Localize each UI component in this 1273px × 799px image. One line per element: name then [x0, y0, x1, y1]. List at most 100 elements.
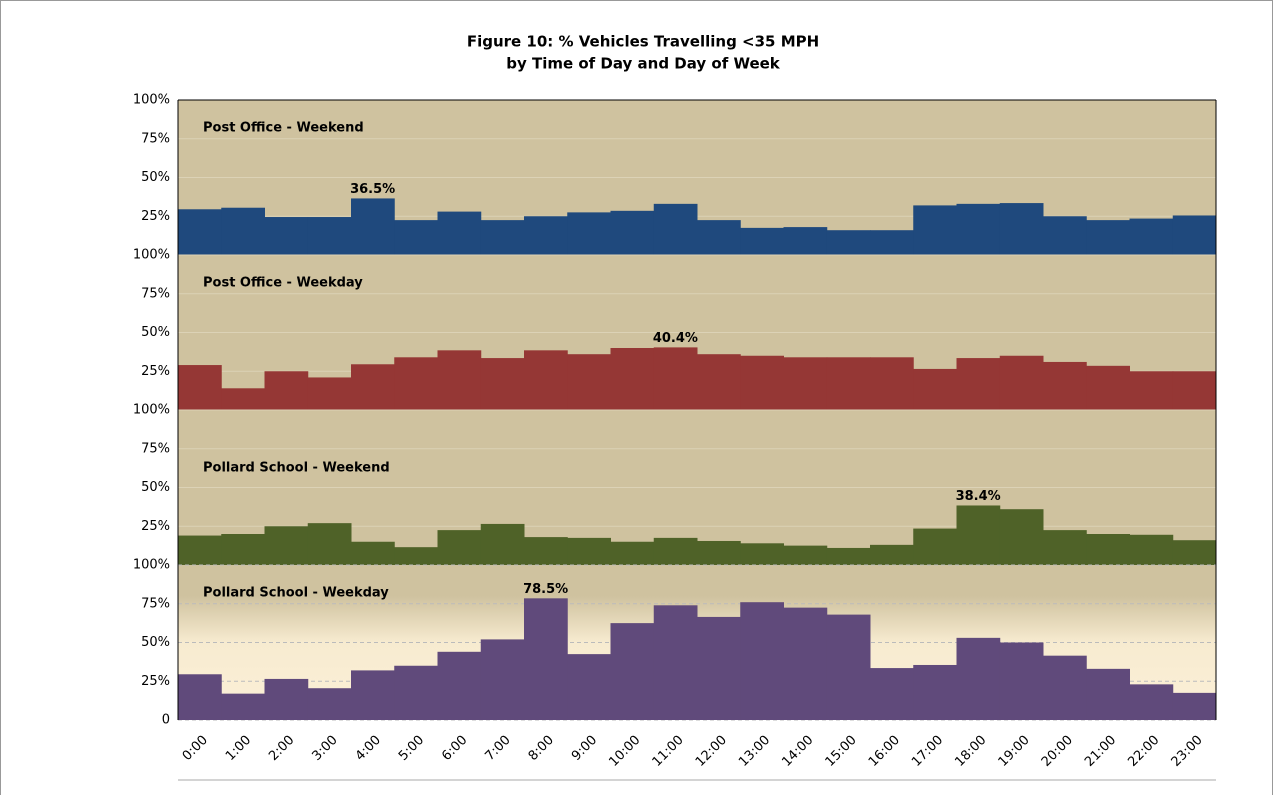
bar	[956, 505, 1001, 565]
bar	[221, 207, 265, 255]
y-tick-label: 100%	[133, 403, 170, 418]
bar	[1086, 220, 1130, 255]
panel-label: Pollard School - Weekend	[203, 461, 390, 476]
bar	[1172, 692, 1217, 720]
x-tick-label: 19:00	[996, 733, 1033, 770]
bar	[1043, 361, 1087, 410]
bar	[1129, 218, 1174, 255]
bar	[610, 623, 655, 720]
value-label: 36.5%	[350, 182, 395, 197]
bar	[307, 377, 352, 410]
bar	[567, 654, 611, 720]
bar	[1129, 534, 1174, 565]
x-tick-label: 2:00	[266, 733, 297, 764]
bar	[567, 537, 611, 565]
bar	[826, 614, 871, 720]
bar	[480, 639, 525, 720]
y-tick-label: 100%	[133, 248, 170, 263]
y-tick-label: 50%	[141, 325, 170, 340]
bar	[740, 602, 784, 720]
bar	[1043, 530, 1087, 565]
y-tick-label: 75%	[141, 596, 170, 611]
bar	[783, 545, 828, 565]
bar	[264, 526, 309, 565]
bar	[870, 544, 914, 565]
bar	[956, 637, 1001, 720]
chart-title: Figure 10: % Vehicles Travelling <35 MPH	[467, 33, 819, 51]
bar	[221, 534, 265, 565]
y-tick-label: 50%	[141, 635, 170, 650]
bar	[480, 220, 525, 255]
y-tick-label: 100%	[133, 93, 170, 108]
bar	[351, 198, 395, 255]
bar	[740, 355, 784, 410]
bar	[826, 230, 871, 255]
chart-subtitle: by Time of Day and Day of Week	[506, 55, 781, 73]
panel-label: Post Office - Weekend	[203, 121, 364, 136]
bar	[653, 347, 698, 410]
bar	[307, 523, 352, 565]
bar	[437, 211, 482, 255]
bar	[307, 217, 352, 255]
y-tick-label: 25%	[141, 674, 170, 689]
bar	[913, 528, 957, 565]
bar	[524, 537, 568, 565]
bar	[394, 547, 438, 565]
bar	[999, 642, 1044, 720]
bar	[653, 605, 698, 720]
bar	[610, 210, 655, 255]
x-tick-label: 8:00	[526, 733, 557, 764]
bar	[1172, 371, 1217, 410]
bar	[351, 364, 395, 410]
x-tick-label: 3:00	[309, 733, 340, 764]
bar	[178, 535, 222, 565]
bar	[913, 368, 957, 410]
bar	[783, 227, 828, 255]
bar	[567, 212, 611, 255]
bar	[178, 365, 222, 410]
y-tick-label: 50%	[141, 480, 170, 495]
bar	[1086, 365, 1130, 410]
bar	[697, 220, 741, 255]
value-label: 38.4%	[956, 489, 1001, 504]
y-tick-label: 50%	[141, 170, 170, 185]
x-tick-label: 13:00	[736, 733, 773, 770]
bar	[740, 227, 784, 255]
bar	[870, 357, 914, 410]
x-tick-label: 10:00	[606, 733, 643, 770]
bar	[480, 358, 525, 410]
bar	[264, 678, 309, 720]
bar	[351, 541, 395, 565]
panel-label: Post Office - Weekday	[203, 276, 363, 291]
bar	[1043, 216, 1087, 255]
bar	[913, 205, 957, 255]
bar	[826, 547, 871, 565]
y-tick-label: 25%	[141, 519, 170, 534]
y-tick-label: 100%	[133, 558, 170, 573]
x-tick-label: 4:00	[353, 733, 384, 764]
bar	[999, 509, 1044, 565]
bar	[783, 357, 828, 410]
bar	[1129, 371, 1174, 410]
bar	[740, 543, 784, 565]
x-tick-label: 1:00	[223, 733, 254, 764]
bar	[697, 616, 741, 720]
bar	[264, 371, 309, 410]
bar	[999, 355, 1044, 410]
bar	[264, 217, 309, 255]
bar	[394, 665, 438, 720]
y-tick-label: 75%	[141, 441, 170, 456]
bar	[1086, 534, 1130, 565]
bar	[524, 350, 568, 410]
bar	[653, 203, 698, 255]
x-tick-label: 7:00	[482, 733, 513, 764]
x-tick-label: 5:00	[396, 733, 427, 764]
bar	[956, 358, 1001, 410]
y-tick-label: 25%	[141, 364, 170, 379]
bar	[653, 537, 698, 565]
bar	[870, 668, 914, 720]
bar	[1129, 684, 1174, 720]
x-tick-label: 14:00	[779, 733, 816, 770]
x-tick-label: 0:00	[180, 733, 211, 764]
